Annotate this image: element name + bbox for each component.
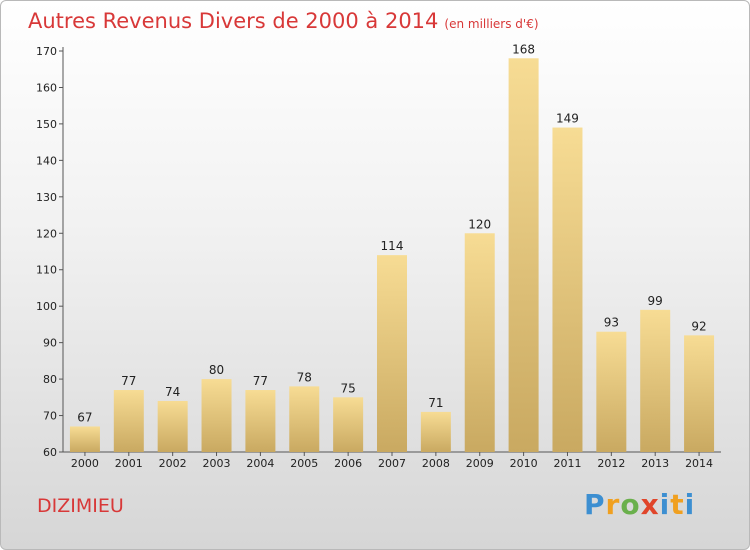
- x-tick-label-2014: 2014: [685, 457, 713, 470]
- value-label-2014: 92: [691, 319, 706, 333]
- x-tick-label-2005: 2005: [290, 457, 318, 470]
- bar-2007: [377, 255, 407, 452]
- bar-2009: [464, 233, 495, 452]
- value-label-2013: 99: [648, 294, 663, 308]
- proxiti-logo: Proxiti: [584, 488, 696, 521]
- value-label-2000: 67: [77, 410, 92, 424]
- y-tick-label: 130: [36, 191, 57, 204]
- value-label-2007: 114: [381, 239, 404, 253]
- value-label-2006: 75: [340, 381, 355, 395]
- value-label-2011: 149: [556, 112, 579, 126]
- x-tick-label-2009: 2009: [466, 457, 494, 470]
- y-tick-label: 140: [36, 154, 57, 167]
- y-tick-label: 110: [36, 264, 57, 277]
- bar-2006: [333, 397, 364, 452]
- y-tick-label: 70: [43, 410, 57, 423]
- chart-title: Autres Revenus Divers de 2000 à 2014 (en …: [28, 9, 539, 33]
- bar-2008: [420, 411, 451, 452]
- y-tick-label: 150: [36, 118, 57, 131]
- y-tick-label: 90: [43, 337, 57, 350]
- x-tick-label-2006: 2006: [334, 457, 362, 470]
- value-label-2008: 71: [428, 396, 443, 410]
- x-tick-label-2011: 2011: [553, 457, 581, 470]
- value-label-2009: 120: [468, 217, 491, 231]
- city-name: DIZIMIEU: [37, 495, 124, 517]
- bar-2005: [289, 386, 320, 452]
- value-label-2010: 168: [512, 42, 535, 56]
- value-label-2012: 93: [604, 316, 619, 330]
- bar-2013: [640, 309, 671, 452]
- bar-2011: [552, 127, 583, 453]
- chart-unit-label: (en milliers d'€): [444, 17, 539, 31]
- bar-2001: [113, 390, 144, 452]
- y-tick-label: 160: [36, 81, 57, 94]
- y-tick-label: 60: [43, 446, 57, 459]
- value-label-2003: 80: [209, 363, 224, 377]
- value-label-2004: 77: [253, 374, 268, 388]
- x-tick-label-2012: 2012: [597, 457, 625, 470]
- bar-2010: [508, 58, 539, 453]
- value-label-2001: 77: [121, 374, 136, 388]
- x-tick-label-2013: 2013: [641, 457, 669, 470]
- bar-2004: [245, 390, 276, 452]
- x-tick-label-2000: 2000: [71, 457, 99, 470]
- x-tick-label-2004: 2004: [246, 457, 274, 470]
- x-tick-label-2010: 2010: [510, 457, 538, 470]
- x-tick-label-2007: 2007: [378, 457, 406, 470]
- x-tick-label-2002: 2002: [159, 457, 187, 470]
- x-tick-label-2001: 2001: [115, 457, 143, 470]
- y-tick-label: 100: [36, 300, 57, 313]
- y-tick-label: 120: [36, 227, 57, 240]
- bar-2014: [684, 335, 715, 452]
- value-label-2005: 78: [297, 370, 312, 384]
- value-label-2002: 74: [165, 385, 180, 399]
- bar-2002: [157, 400, 188, 452]
- bar-2003: [201, 379, 232, 452]
- y-tick-label: 170: [36, 45, 57, 58]
- y-tick-label: 80: [43, 373, 57, 386]
- chart-title-text: Autres Revenus Divers de 2000 à 2014: [28, 9, 439, 33]
- bar-2012: [596, 331, 627, 452]
- x-tick-label-2003: 2003: [203, 457, 231, 470]
- x-tick-label-2008: 2008: [422, 457, 450, 470]
- bar-2000: [69, 426, 100, 452]
